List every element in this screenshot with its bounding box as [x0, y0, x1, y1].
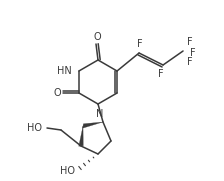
Text: HN: HN — [57, 66, 72, 76]
Text: HO: HO — [60, 166, 75, 176]
Text: HO: HO — [27, 123, 42, 133]
Text: N: N — [96, 109, 104, 119]
Text: F: F — [187, 57, 193, 67]
Text: F: F — [158, 69, 164, 79]
Text: F: F — [190, 48, 196, 58]
Text: F: F — [187, 37, 193, 47]
Polygon shape — [83, 122, 103, 128]
Polygon shape — [79, 126, 83, 146]
Text: F: F — [137, 39, 143, 49]
Text: O: O — [93, 32, 101, 42]
Text: O: O — [53, 88, 61, 98]
